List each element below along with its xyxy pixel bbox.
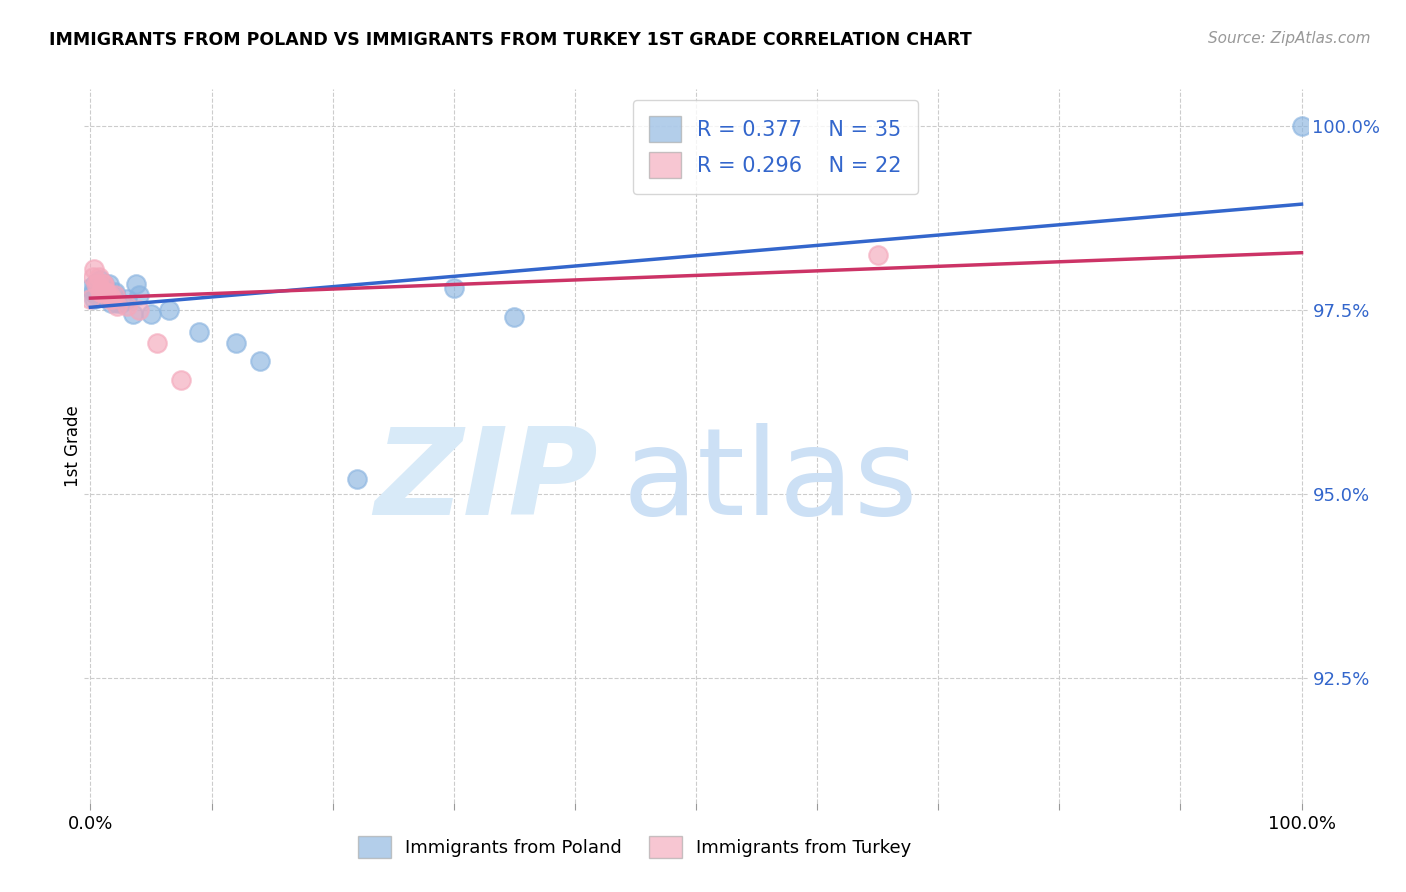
- Point: [86, 277, 108, 292]
- Point: [79, 292, 101, 306]
- Point: [91, 285, 114, 299]
- Point: [98, 288, 121, 302]
- Point: [157, 302, 180, 317]
- Point: [100, 295, 122, 310]
- Point: [115, 292, 138, 306]
- Point: [86, 285, 108, 299]
- Legend: Immigrants from Poland, Immigrants from Turkey: Immigrants from Poland, Immigrants from …: [352, 829, 918, 865]
- Point: [104, 285, 127, 299]
- Point: [93, 277, 115, 292]
- Point: [104, 288, 127, 302]
- Point: [96, 285, 118, 299]
- Point: [83, 292, 105, 306]
- Point: [90, 285, 112, 299]
- Y-axis label: 1st Grade: 1st Grade: [65, 405, 82, 487]
- Point: [503, 310, 526, 325]
- Text: atlas: atlas: [623, 423, 918, 541]
- Point: [225, 336, 247, 351]
- Point: [96, 288, 118, 302]
- Point: [249, 354, 271, 368]
- Text: Source: ZipAtlas.com: Source: ZipAtlas.com: [1208, 31, 1371, 46]
- Point: [79, 281, 101, 295]
- Point: [146, 336, 169, 351]
- Point: [866, 248, 889, 262]
- Text: ZIP: ZIP: [374, 423, 598, 541]
- Point: [90, 277, 112, 292]
- Point: [94, 285, 117, 299]
- Text: IMMIGRANTS FROM POLAND VS IMMIGRANTS FROM TURKEY 1ST GRADE CORRELATION CHART: IMMIGRANTS FROM POLAND VS IMMIGRANTS FRO…: [49, 31, 972, 49]
- Point: [89, 285, 111, 299]
- Point: [443, 281, 465, 295]
- Point: [86, 288, 108, 302]
- Point: [128, 288, 150, 302]
- Point: [104, 288, 127, 302]
- Point: [87, 269, 110, 284]
- Point: [170, 373, 193, 387]
- Point: [84, 277, 107, 292]
- Point: [97, 277, 120, 292]
- Point: [346, 472, 368, 486]
- Point: [139, 307, 162, 321]
- Point: [83, 262, 105, 277]
- Point: [188, 325, 211, 339]
- Point: [86, 277, 108, 292]
- Point: [101, 292, 124, 306]
- Point: [125, 277, 148, 292]
- Point: [97, 292, 120, 306]
- Point: [110, 295, 132, 310]
- Point: [105, 299, 128, 313]
- Point: [105, 295, 128, 310]
- Point: [1291, 119, 1313, 133]
- Point: [97, 285, 120, 299]
- Point: [91, 288, 114, 302]
- Point: [115, 299, 138, 313]
- Point: [82, 285, 104, 299]
- Point: [91, 277, 114, 292]
- Point: [89, 273, 111, 287]
- Point: [94, 285, 117, 299]
- Point: [93, 277, 115, 292]
- Point: [87, 281, 110, 295]
- Point: [82, 269, 104, 284]
- Point: [128, 302, 150, 317]
- Point: [121, 307, 143, 321]
- Point: [86, 277, 108, 292]
